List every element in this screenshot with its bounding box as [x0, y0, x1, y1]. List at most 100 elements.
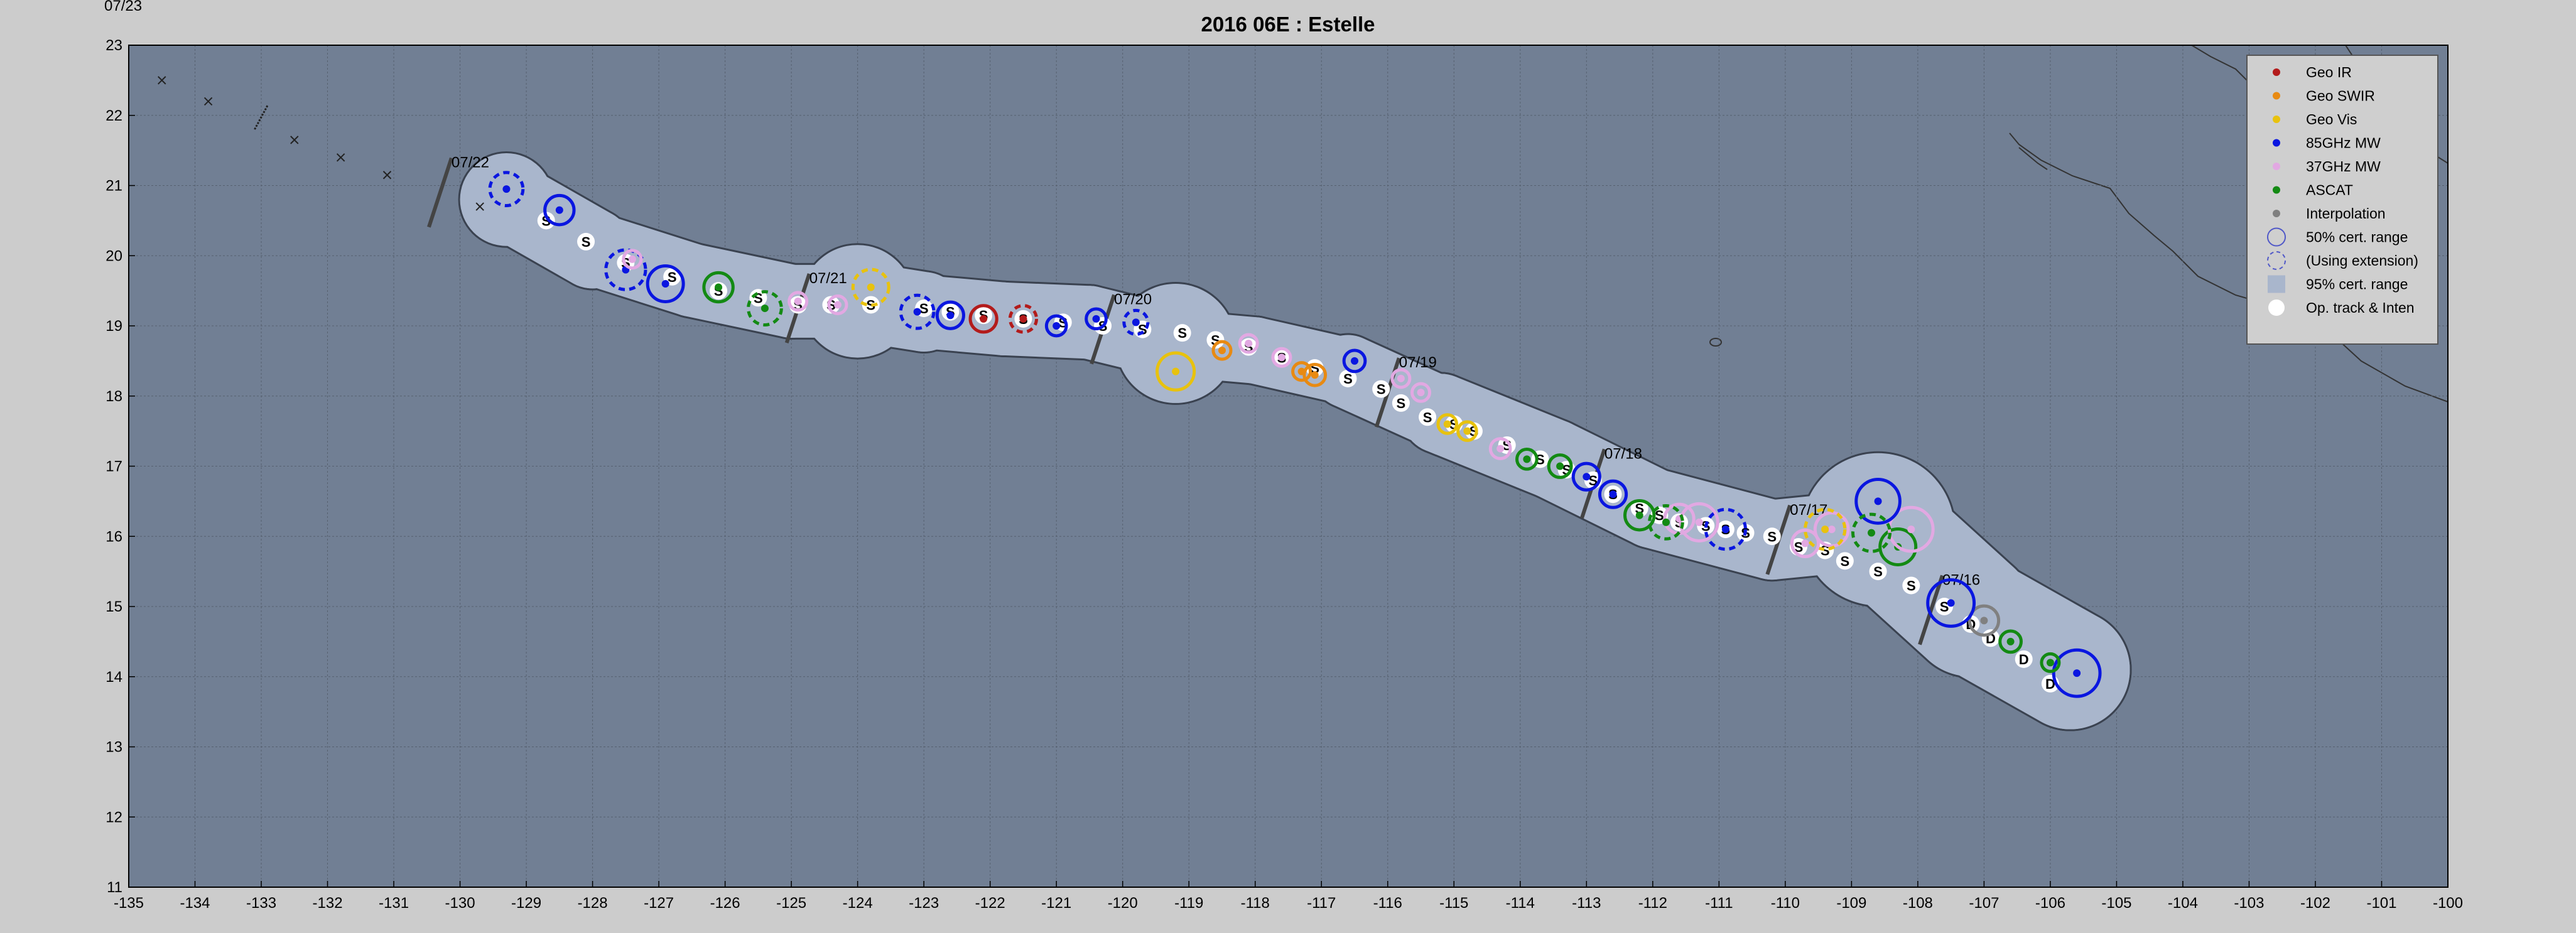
fix-circle: [488, 171, 525, 207]
fix-circle: [1648, 504, 1684, 541]
fix-circle: [899, 293, 936, 330]
y-tick-label: 23: [106, 37, 122, 54]
legend-item: Geo Vis: [2273, 111, 2357, 127]
fix-dot: [555, 206, 563, 214]
cross-marker: [475, 202, 484, 211]
fix-ascat: [1623, 499, 1656, 532]
intensity-label: S: [754, 290, 763, 306]
fix-mw37: [827, 294, 848, 315]
legend-item: 85GHz MW: [2273, 135, 2381, 151]
fix-mw37: [1390, 368, 1412, 389]
x-tick-label: -102: [2300, 895, 2330, 912]
legend-item: 95% cert. range: [2268, 275, 2408, 293]
fix-mw37: [1271, 347, 1292, 368]
legend-label: 95% cert. range: [2306, 276, 2408, 293]
fix-dot: [1947, 599, 1955, 607]
fix-dot: [1297, 367, 1306, 375]
fix-dot: [1463, 427, 1471, 435]
x-tick-label: -101: [2366, 895, 2396, 912]
x-tick-label: -135: [114, 895, 144, 912]
fix-circle: [1488, 437, 1512, 460]
fix-circle: [1390, 368, 1412, 389]
fix-interpolation: [1967, 604, 2001, 637]
legend-label: 50% cert. range: [2306, 229, 2408, 245]
fix-dot: [1583, 473, 1591, 481]
track-point: S: [1173, 324, 1191, 342]
intensity-label: S: [1177, 325, 1187, 341]
legend-label: Geo IR: [2306, 64, 2352, 80]
x-tick-label: -110: [1771, 895, 1800, 912]
fix-dot: [946, 311, 955, 320]
fix-mw85: [1085, 307, 1108, 331]
y-tick-label: 17: [106, 458, 122, 475]
fix-circle: [935, 300, 965, 330]
fix-dot: [794, 297, 802, 305]
x-tick-label: -126: [710, 895, 740, 912]
fix-ascat: [1998, 629, 2023, 654]
x-tick-label: -108: [1903, 895, 1933, 912]
x-tick-label: -127: [644, 895, 674, 912]
track-dot: [1206, 331, 1225, 349]
fix-dot: [1311, 371, 1319, 379]
fix-circle: [1238, 333, 1259, 354]
cross-marker: [336, 153, 345, 162]
fix-dot: [1821, 526, 1829, 534]
fix-dot: [1609, 490, 1617, 499]
intensity-label: S: [1907, 578, 1916, 593]
fix-geo_vis: [1436, 413, 1459, 435]
intensity-label: S: [866, 297, 875, 313]
legend-label: 37GHz MW: [2306, 158, 2381, 175]
fix-ascat: [1851, 512, 1892, 553]
track-point: S: [1869, 563, 1887, 581]
x-tick-label: -121: [1041, 895, 1071, 912]
legend-label: Op. track & Inten: [2306, 299, 2415, 316]
legend-label: ASCAT: [2306, 182, 2353, 198]
track-point: D: [2015, 650, 2033, 668]
fix-mw85: [899, 293, 936, 330]
y-tick-label: 21: [106, 178, 122, 195]
x-tick-label: -104: [2168, 895, 2198, 912]
fix-circle: [1926, 578, 1976, 628]
legend-label: 85GHz MW: [2306, 135, 2381, 151]
y-tick-label: 16: [106, 528, 122, 545]
fix-dot: [1907, 526, 1915, 534]
fix-mw85: [1342, 348, 1367, 374]
fix-circle: [1271, 347, 1292, 368]
fix-circle: [1704, 507, 1748, 551]
intensity-label: S: [1940, 599, 1949, 615]
x-tick-label: -129: [511, 895, 541, 912]
fix-dot: [1827, 526, 1836, 534]
legend-label: Interpolation: [2306, 205, 2386, 222]
fix-ascat: [2040, 652, 2061, 673]
legend: Geo IR Geo SWIR Geo Vis 85GHz MW 37GHz MW ASC…: [2246, 55, 2438, 345]
track-dot: [1630, 499, 1648, 517]
intensity-label: S: [541, 213, 551, 229]
fix-circle: [851, 267, 890, 307]
fix-dot: [1092, 315, 1100, 323]
legend-symbol: [2268, 275, 2285, 293]
fix-mw37: [622, 249, 643, 270]
fix-geo_vis: [1155, 351, 1196, 392]
fix-mw37: [1813, 511, 1850, 547]
fix-geo_ir: [968, 304, 998, 334]
fix-circle: [702, 271, 735, 304]
intensity-label: S: [919, 301, 929, 316]
fix-dot: [1019, 315, 1027, 323]
x-tick-label: -114: [1506, 895, 1535, 912]
legend-symbol: [2273, 139, 2280, 147]
corner-date-label: 07/23: [104, 0, 142, 14]
date-label: 07/20: [1114, 291, 1152, 308]
fix-dot: [1662, 518, 1670, 526]
x-tick-label: -113: [1572, 895, 1601, 912]
fix-circle: [787, 291, 809, 312]
fix-dot: [913, 308, 921, 316]
x-tick-label: -103: [2234, 895, 2264, 912]
fix-circle: [1571, 461, 1601, 492]
date-tick-line: [1918, 574, 1944, 645]
fix-circle: [1044, 314, 1068, 338]
fix-mw85: [935, 300, 965, 330]
track-point: S: [1392, 394, 1410, 412]
x-tick-label: -122: [975, 895, 1005, 912]
fix-circle: [1456, 420, 1478, 442]
fix-dot: [715, 283, 723, 291]
